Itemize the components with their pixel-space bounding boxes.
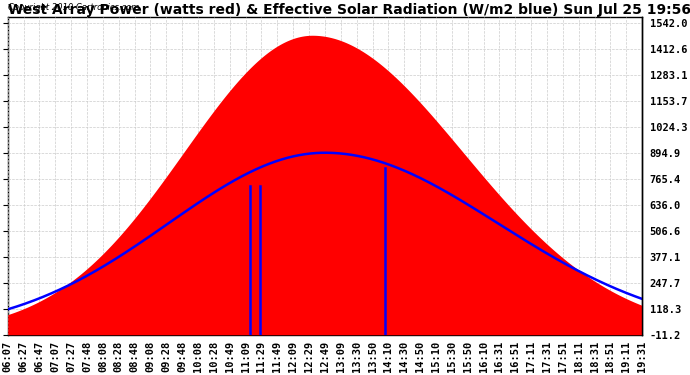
Text: Copyright 2010 Cartronics.com: Copyright 2010 Cartronics.com [8, 3, 139, 12]
Text: West Array Power (watts red) & Effective Solar Radiation (W/m2 blue) Sun Jul 25 : West Array Power (watts red) & Effective… [8, 3, 690, 17]
